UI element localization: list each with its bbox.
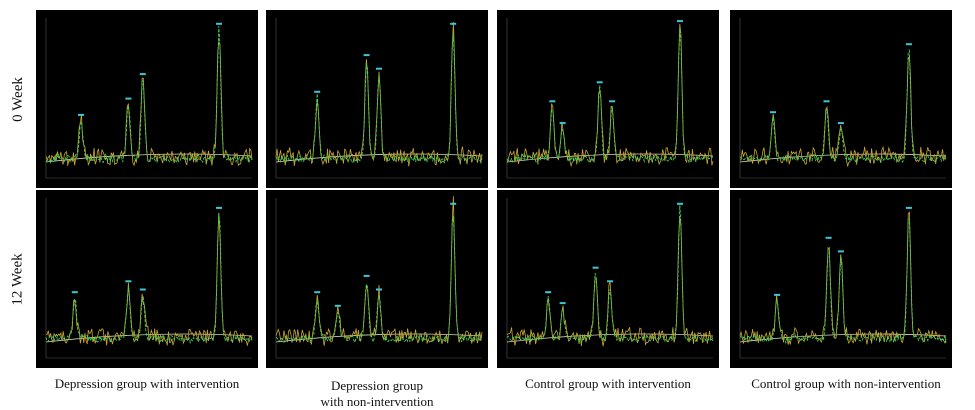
peak-marker bbox=[545, 291, 552, 294]
row-label-text: 0 Week bbox=[9, 76, 26, 122]
column-label-control-intervention: Control group with intervention bbox=[490, 376, 726, 392]
spectrum-trace-green bbox=[506, 205, 714, 345]
peak-marker bbox=[609, 100, 616, 103]
column-label-line1: Control group with non-intervention bbox=[751, 376, 941, 391]
baseline-curve bbox=[275, 153, 483, 163]
peak-marker bbox=[559, 122, 566, 125]
spectrum-trace-green bbox=[45, 213, 253, 345]
peak-marker bbox=[78, 113, 84, 116]
panel-r1-c1 bbox=[266, 190, 488, 368]
spectrum-plot bbox=[739, 198, 947, 359]
spectrum-trace-yellow bbox=[275, 22, 483, 167]
peak-marker bbox=[334, 304, 341, 307]
peak-marker bbox=[139, 288, 146, 291]
spectrum-trace-green bbox=[275, 216, 483, 344]
peak-marker bbox=[607, 280, 613, 283]
peak-marker bbox=[139, 73, 146, 76]
column-label-depression-non-intervention: Depression group with non-intervention bbox=[262, 378, 492, 410]
peak-marker bbox=[363, 274, 370, 277]
row-label-0-week: 0 Week bbox=[8, 10, 28, 188]
panel-r0-c3 bbox=[730, 10, 952, 188]
peak-marker bbox=[71, 291, 78, 294]
column-label-line1: Control group with intervention bbox=[525, 376, 691, 391]
spectrum-plot bbox=[506, 198, 714, 359]
spectrum-trace-green bbox=[275, 33, 483, 164]
column-label-control-non-intervention: Control group with non-intervention bbox=[722, 376, 970, 392]
column-label-line2: with non-intervention bbox=[320, 394, 434, 409]
peak-marker bbox=[559, 302, 566, 305]
panel-r1-c3 bbox=[730, 190, 952, 368]
spectrum-plot bbox=[506, 18, 714, 179]
spectrum-trace-green bbox=[739, 218, 947, 345]
spectrum-plot bbox=[275, 196, 483, 359]
column-label-line1: Depression group with intervention bbox=[54, 376, 240, 391]
panel-r0-c0 bbox=[36, 10, 258, 188]
peak-marker bbox=[216, 22, 222, 25]
row-label-text: 12 Week bbox=[9, 252, 26, 306]
spectrum-trace-yellow bbox=[45, 212, 253, 346]
peak-marker bbox=[125, 97, 132, 100]
spectrum-trace-yellow bbox=[275, 196, 483, 346]
peak-marker bbox=[677, 20, 683, 23]
peak-marker bbox=[314, 291, 321, 294]
peak-marker bbox=[376, 288, 382, 291]
peak-marker bbox=[596, 81, 603, 84]
panel-r0-c2 bbox=[497, 10, 719, 188]
peak-marker bbox=[450, 22, 457, 25]
panel-r0-c1 bbox=[266, 10, 488, 188]
peak-marker bbox=[216, 206, 222, 209]
peak-marker bbox=[770, 111, 776, 114]
peak-marker bbox=[363, 54, 370, 57]
spectrum-plot bbox=[45, 198, 253, 359]
panel-r1-c2 bbox=[497, 190, 719, 368]
peak-marker bbox=[905, 43, 912, 46]
peak-marker bbox=[125, 280, 132, 283]
peak-marker bbox=[592, 266, 599, 269]
spectrum-trace-green bbox=[506, 29, 714, 164]
peak-marker bbox=[677, 202, 683, 205]
row-label-12-week: 12 Week bbox=[8, 190, 28, 368]
baseline-curve bbox=[275, 333, 483, 343]
spectrum-trace-green bbox=[45, 26, 253, 165]
panel-r1-c0 bbox=[36, 190, 258, 368]
spectrum-trace-green bbox=[739, 48, 947, 164]
peak-marker bbox=[905, 206, 912, 209]
peak-marker bbox=[823, 100, 830, 103]
peak-marker bbox=[837, 122, 844, 125]
spectrum-plot bbox=[739, 18, 947, 179]
column-label-line1: Depression group bbox=[330, 378, 424, 393]
peak-marker bbox=[837, 250, 844, 253]
spectrum-trace-yellow bbox=[739, 211, 947, 345]
column-label-depression-intervention: Depression group with intervention bbox=[26, 376, 268, 392]
peak-marker bbox=[376, 67, 382, 70]
spectrum-plot bbox=[45, 18, 253, 179]
peak-marker bbox=[549, 100, 556, 103]
peak-marker bbox=[314, 90, 321, 93]
peak-marker bbox=[774, 293, 781, 296]
peak-marker bbox=[825, 236, 832, 239]
peak-marker bbox=[450, 202, 457, 205]
spectrum-plot bbox=[275, 18, 483, 179]
